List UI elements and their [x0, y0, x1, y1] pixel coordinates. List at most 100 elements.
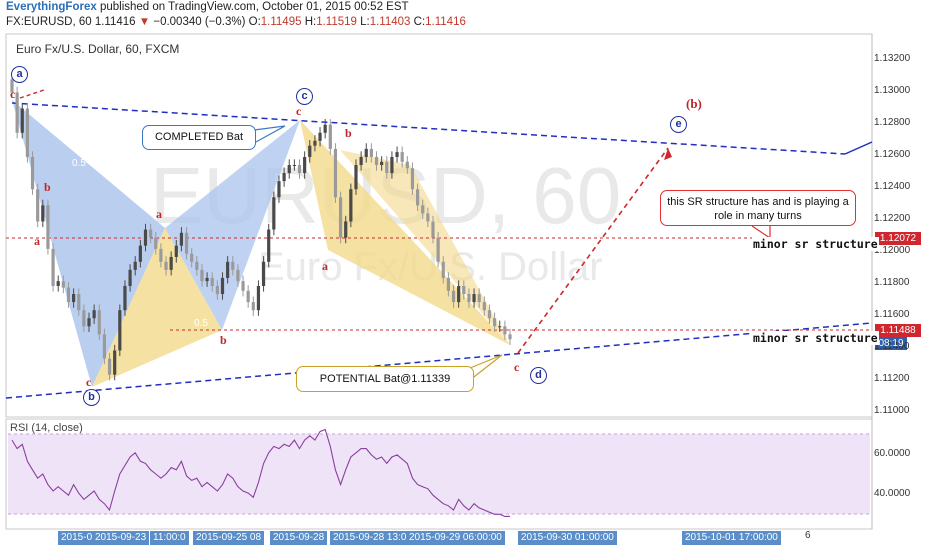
candle-body — [292, 165, 296, 167]
candle-body — [477, 294, 481, 303]
candle-body — [508, 334, 512, 340]
candle-body — [498, 326, 502, 328]
candle-body — [482, 302, 486, 311]
candle-body — [328, 124, 332, 149]
candle-body — [364, 148, 368, 157]
trendline-hook — [844, 141, 873, 155]
candle-body — [118, 310, 122, 351]
pt-a-1: a — [34, 234, 40, 248]
pt-a-3: a — [322, 259, 328, 273]
y-tick-12: 1.11000 — [874, 405, 910, 416]
projection-arrow-head — [664, 148, 672, 160]
candle-body — [410, 168, 415, 190]
candle-body — [154, 237, 158, 249]
candle-body — [82, 310, 86, 327]
candle-body — [97, 310, 101, 335]
candle-body — [87, 318, 91, 327]
y-tick-1: 1.13200 — [874, 53, 911, 64]
bat2-bcd-triangle — [300, 120, 510, 345]
pt-a-2: a — [156, 207, 162, 221]
pt-c-3: c — [296, 104, 302, 118]
candle-body — [272, 197, 276, 230]
candle-body — [359, 156, 363, 166]
candle-body — [36, 189, 40, 222]
low-value: 1.11403 — [369, 16, 411, 28]
y-tick-4: 1.12600 — [874, 149, 911, 160]
y-tick-9: 1.11600 — [874, 309, 910, 320]
candle-body — [246, 290, 250, 303]
candle-body — [10, 79, 14, 93]
candle-body — [205, 277, 209, 282]
y-tick-7: 1.12000 — [874, 245, 911, 256]
candle-body — [123, 285, 127, 311]
candle-body — [467, 294, 471, 303]
candle-body — [395, 152, 399, 157]
pt-c-2: c — [86, 375, 92, 389]
x-tick-7: 2015-09-29 06:00:00 — [406, 531, 505, 545]
candle-body — [77, 294, 81, 311]
candle-body — [390, 156, 394, 174]
candle-body — [164, 261, 168, 270]
x-tick-5: 2015-09-28 — [270, 531, 328, 545]
symbol-label: FX:EURUSD, 60 — [6, 16, 92, 28]
candle-body — [333, 148, 338, 198]
last-price: 1.11416 — [94, 16, 136, 28]
lower-price-tag-label: 1.11488 — [880, 325, 916, 336]
candle-body — [462, 285, 466, 295]
candle-body — [492, 318, 497, 327]
candle-body — [297, 165, 302, 174]
x-tick-1: 2015-0 — [58, 531, 96, 545]
candle-body — [133, 261, 137, 270]
candle-body — [20, 108, 24, 133]
candle-body — [107, 358, 112, 375]
candle-body — [241, 281, 245, 291]
candle-body — [441, 261, 445, 278]
candle-body — [149, 229, 153, 238]
y-tick-8: 1.11800 — [874, 277, 910, 288]
candle-body — [231, 261, 235, 270]
candle-body — [179, 232, 184, 246]
lower-price-tag — [875, 324, 921, 337]
candle-body — [405, 161, 409, 169]
open-label: O: — [248, 16, 261, 28]
rsi-line — [11, 428, 510, 517]
candle-body — [308, 145, 312, 157]
time-tag-label: 08:19 — [878, 338, 904, 349]
candle-body — [380, 161, 384, 166]
y-tick-5: 1.12400 — [874, 181, 911, 192]
time-tag — [875, 337, 907, 350]
candle-body — [41, 205, 45, 222]
y-tick-3: 1.12800 — [874, 117, 911, 128]
wave-paren-b: (b) — [686, 96, 702, 111]
upper-price-tag-label: 1.12072 — [879, 233, 917, 244]
x-tick-10: 6 — [805, 530, 811, 541]
minor-sr-label-2: minor sr structure — [752, 331, 879, 345]
candle-body — [318, 132, 322, 141]
chart-canvas[interactable] — [0, 30, 932, 550]
bat2-xab-triangle — [165, 120, 300, 330]
sr-structure-callout: this SR structure has and is playing a r… — [660, 190, 856, 226]
candle-body — [251, 302, 255, 311]
y-tick-2: 1.13000 — [874, 85, 911, 96]
candle-body — [128, 269, 132, 286]
candle-body — [169, 256, 173, 270]
potential-pointer — [469, 354, 503, 381]
wave-circle-a: a — [11, 66, 28, 83]
candle-body — [421, 205, 425, 214]
x-tick-6: 2015-09-28 13:0 — [330, 531, 410, 545]
open-value: 1.11495 — [260, 16, 302, 28]
candle-body — [451, 290, 456, 303]
bat-xab-triangle — [12, 100, 165, 387]
candle-body — [277, 181, 281, 198]
x-tick-3: 11:00:0 — [150, 531, 189, 545]
fib-label-1: 0.5 — [72, 158, 86, 169]
candle-body — [487, 310, 492, 319]
chart-header: EverythingForex published on TradingView… — [0, 0, 932, 30]
close-label: C: — [413, 16, 426, 28]
candle-body — [287, 165, 291, 174]
y-tick-11: 1.11200 — [874, 373, 910, 384]
lower-trendline — [5, 322, 873, 399]
candle-body — [72, 294, 76, 303]
author-link[interactable]: EverythingForex — [6, 1, 97, 13]
candle-body — [261, 261, 266, 286]
